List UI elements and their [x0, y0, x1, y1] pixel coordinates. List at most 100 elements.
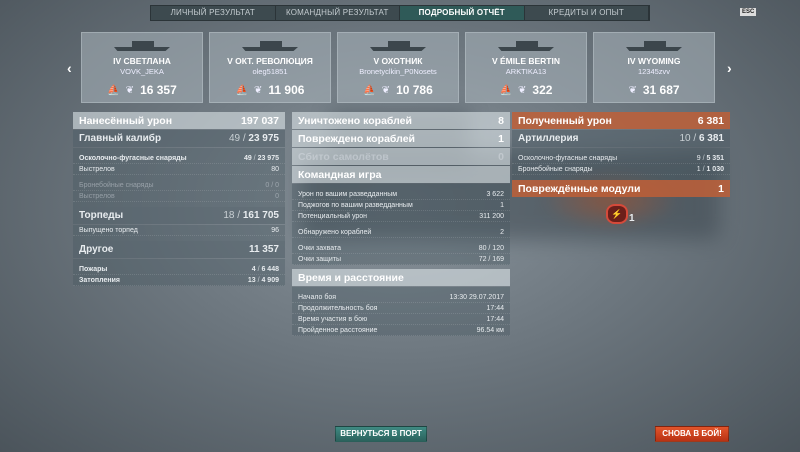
- stat-value: 4923 975: [244, 155, 279, 162]
- player-card[interactable]: V ОКТ. РЕВОЛЮЦИЯ oleg51851 ⛵ ❦ 11 906: [209, 32, 331, 103]
- stat-row: Продолжительность боя 17:44: [292, 303, 510, 314]
- card-stats: ❦ 31 687: [594, 83, 714, 97]
- stat-label: Нанесённый урон: [79, 114, 173, 127]
- stat-total: 1: [498, 132, 504, 145]
- ship-silhouette-icon: [242, 41, 298, 51]
- battle-again-button[interactable]: СНОВА В БОЙ!: [655, 426, 729, 442]
- stat-value: 95 351: [697, 155, 724, 162]
- stat-value: 197 037: [241, 115, 279, 127]
- stat-row: Осколочно-фугасные снаряды 4923 975: [73, 153, 285, 164]
- stat-total: 161 705: [235, 210, 280, 221]
- team-play-panel: Уничтожено кораблей 8 Повреждено кораблей 1…: [292, 112, 510, 336]
- stat-total: 23 975: [240, 133, 279, 144]
- stat-total: 5 351: [701, 155, 724, 162]
- stat-value: 11 030: [697, 166, 724, 173]
- stat-plain-value: 80: [271, 165, 279, 173]
- stat-label: Начало боя: [298, 293, 337, 301]
- stat-value: 46 448: [252, 266, 279, 273]
- stat-total: 11 357: [248, 244, 279, 255]
- stat-value: 1: [498, 133, 504, 145]
- stat-row: Артиллерия 106 381: [512, 130, 730, 147]
- stat-plain-value: 3 622: [486, 190, 504, 198]
- tab-credits-xp[interactable]: КРЕДИТЫ И ОПЫТ: [525, 6, 649, 20]
- damaged-modules: ⚡ 1: [606, 204, 635, 224]
- stat-label: Пройденное расстояние: [298, 326, 378, 334]
- stat-label: Сбито самолётов: [298, 150, 389, 163]
- laurel-xp-icon: ❦: [254, 84, 263, 96]
- player-card[interactable]: V ОХОТНИК Bronetyclkin_P0Nosets ⛵ ❦ 10 786: [337, 32, 459, 103]
- next-arrow-icon[interactable]: ›: [727, 60, 732, 76]
- stat-value: 0 / 0: [265, 182, 279, 189]
- esc-button[interactable]: ESC: [740, 8, 757, 16]
- stat-label: Бронебойные снаряды: [79, 181, 154, 189]
- stat-value: 6 381: [698, 115, 724, 127]
- damaged-module-count: 1: [629, 213, 635, 224]
- tab-personal-result[interactable]: ЛИЧНЫЙ РЕЗУЛЬТАТ: [151, 6, 276, 20]
- ship-silhouette-icon: [498, 41, 554, 51]
- player-card[interactable]: IV СВЕТЛАНА VOVK_JEKA ⛵ ❦ 16 357: [81, 32, 203, 103]
- stat-row: Главный калибр 4923 975: [73, 130, 285, 147]
- stat-label: Очки защиты: [298, 255, 342, 263]
- stat-value: 80 / 120: [479, 245, 504, 252]
- stat-count: 10: [679, 133, 691, 144]
- tab-team-result[interactable]: КОМАНДНЫЙ РЕЗУЛЬТАТ: [276, 6, 400, 20]
- card-stats: ⛵ ❦ 11 906: [210, 83, 330, 97]
- stat-plain-value: 13:30 29.07.2017: [449, 293, 505, 301]
- stat-label: Артиллерия: [518, 133, 579, 144]
- stat-row: Выстрелов 80: [73, 164, 285, 175]
- experience-value: 11 906: [268, 83, 305, 97]
- row-spacer: [73, 175, 285, 180]
- engine-damage-icon: ⚡: [606, 204, 628, 224]
- stat-value: 2: [500, 229, 504, 236]
- experience-value: 322: [532, 83, 553, 97]
- stat-row: Командная игра: [292, 166, 510, 183]
- stat-value: 80: [271, 166, 279, 173]
- stat-value: 96: [271, 227, 279, 234]
- stat-value: 17:44: [486, 316, 504, 323]
- ship-name: IV WYOMING: [627, 56, 681, 66]
- tab-detailed-report[interactable]: ПОДРОБНЫЙ ОТЧЁТ: [400, 6, 525, 20]
- stat-value: 0: [498, 151, 504, 163]
- player-card[interactable]: IV WYOMING 12345zvv ❦ 31 687: [593, 32, 715, 103]
- return-to-port-button[interactable]: ВЕРНУТЬСЯ В ПОРТ: [335, 426, 427, 442]
- prev-arrow-icon[interactable]: ‹: [67, 60, 72, 76]
- stat-value: 13:30 29.07.2017: [450, 294, 505, 301]
- stat-total: 1: [718, 182, 724, 195]
- sunk-ship-icon: ⛵: [499, 84, 513, 96]
- stat-plain-value: 0: [275, 192, 279, 200]
- stat-value: 4923 975: [229, 133, 279, 144]
- stat-row: Повреждено кораблей 1: [292, 130, 510, 147]
- stat-label: Повреждённые модули: [518, 182, 641, 195]
- stat-value: 72 / 169: [479, 256, 504, 263]
- player-name: Bronetyclkin_P0Nosets: [359, 67, 437, 76]
- stat-row: Нанесённый урон 197 037: [73, 112, 285, 129]
- stat-value: 96.54 км: [477, 327, 504, 334]
- stat-row: Очки захвата 80 / 120: [292, 243, 510, 254]
- row-spacer: [292, 222, 510, 227]
- experience-value: 10 786: [396, 83, 433, 97]
- stat-label: Осколочно-фугасные снаряды: [79, 154, 187, 162]
- stat-plain-value: 72 / 169: [478, 255, 504, 263]
- card-stats: ⛵ ❦ 10 786: [338, 83, 458, 97]
- player-card[interactable]: V ÉMILE BERTIN ARKTIKA13 ⛵ ❦ 322: [465, 32, 587, 103]
- player-name: 12345zvv: [637, 67, 671, 76]
- row-spacer: [512, 148, 730, 153]
- card-stats: ⛵ ❦ 322: [466, 83, 586, 97]
- stat-label: Бронебойные снаряды: [518, 165, 593, 173]
- stat-total: 4 909: [256, 277, 279, 284]
- row-spacer: [292, 238, 510, 243]
- stat-plain-value: 311 200: [479, 212, 504, 220]
- experience-value: 16 357: [140, 83, 177, 97]
- stat-total: 6 448: [256, 266, 279, 273]
- stat-plain-value: 80 / 120: [478, 244, 504, 252]
- stat-count: 49: [228, 133, 241, 144]
- stat-row: Затопления 134 909: [73, 275, 285, 286]
- stat-row: Уничтожено кораблей 8: [292, 112, 510, 129]
- stat-total: 197 037: [241, 114, 279, 127]
- stat-total: 6 381: [691, 133, 724, 144]
- stat-label: Пожары: [79, 265, 108, 273]
- stat-row: Пожары 46 448: [73, 264, 285, 275]
- stat-value: 106 381: [680, 133, 725, 144]
- stat-row: Бронебойные снаряды 11 030: [512, 164, 730, 175]
